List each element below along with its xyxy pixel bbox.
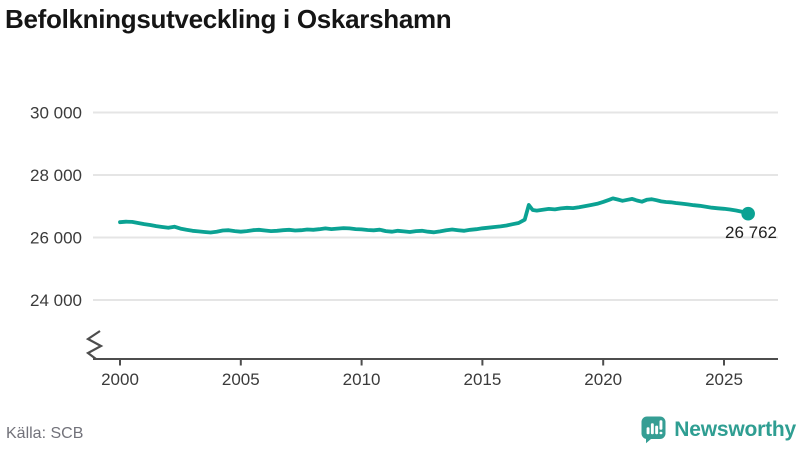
source-note: Källa: SCB xyxy=(6,425,84,442)
y-tick-label: 28 000 xyxy=(30,166,82,185)
y-tick-label: 24 000 xyxy=(30,291,82,310)
page-title: Befolkningsutveckling i Oskarshamn xyxy=(5,4,452,34)
population-line xyxy=(118,196,751,235)
bar-chart-speech-bubble-icon xyxy=(641,416,666,444)
newsworthy-wordmark: Newsworthy xyxy=(674,418,796,441)
x-tick-label: 2000 xyxy=(101,370,139,389)
x-tick-label: 2025 xyxy=(705,370,743,389)
y-tick-label: 26 000 xyxy=(30,229,82,248)
y-tick-label: 30 000 xyxy=(30,104,82,123)
x-tick-label: 2015 xyxy=(463,370,501,389)
x-tick-label: 2010 xyxy=(343,370,381,389)
axis-break-icon xyxy=(85,330,104,360)
end-value-label: 26 762 xyxy=(725,223,777,242)
x-tick-label: 2020 xyxy=(584,370,622,389)
end-point-marker xyxy=(741,206,755,221)
x-tick-label: 2005 xyxy=(222,370,260,389)
newsworthy-logo[interactable]: Newsworthy xyxy=(641,416,796,444)
